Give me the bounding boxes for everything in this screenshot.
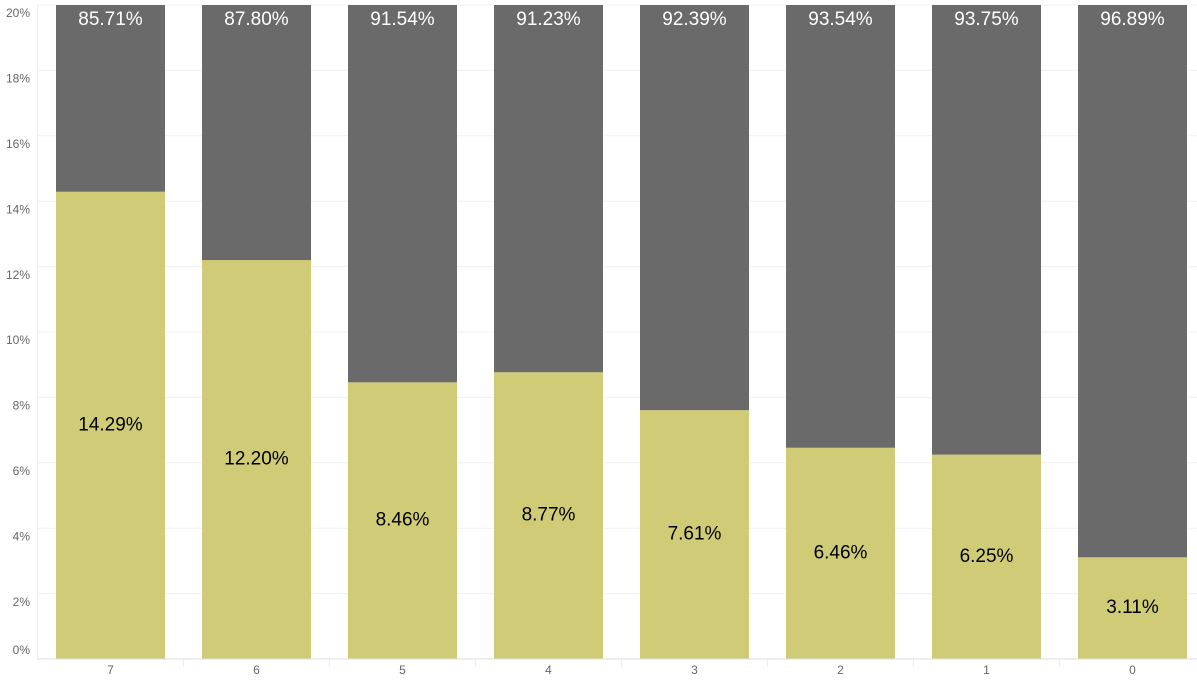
data-label: 8.77%	[522, 505, 576, 526]
bar-segment	[1078, 557, 1187, 659]
data-label: 12.20%	[224, 449, 289, 470]
bar-segment	[348, 382, 457, 659]
data-label: 3.11%	[1106, 597, 1159, 618]
data-label: 87.80%	[224, 9, 289, 30]
bar-segment	[202, 260, 311, 659]
bars	[56, 5, 1187, 659]
bar-segment	[494, 5, 603, 373]
bar-segment	[202, 5, 311, 261]
bar-segment	[786, 5, 895, 448]
x-tick-label: 7	[107, 663, 114, 677]
x-tick-label: 6	[253, 663, 260, 677]
x-tick-label: 1	[983, 663, 990, 677]
bar-segment	[348, 5, 457, 383]
y-tick-label: 0%	[13, 643, 31, 657]
bar-segment	[640, 410, 749, 659]
bar-segment	[640, 5, 749, 411]
bar-segment	[932, 454, 1041, 659]
bar-segment	[1078, 5, 1187, 558]
y-tick-label: 12%	[6, 268, 30, 282]
y-tick-label: 20%	[6, 6, 30, 20]
x-tick-label: 4	[545, 663, 552, 677]
bar-segment	[932, 5, 1041, 455]
data-label: 91.23%	[516, 9, 581, 30]
x-tick-label: 5	[399, 663, 406, 677]
y-tick-label: 2%	[13, 595, 31, 609]
labels: 0% 2% 4% 6% 8% 10% 12% 14% 16% 18% 20% 7 14.29% 85.71…	[6, 6, 1165, 677]
y-tick-label: 16%	[6, 137, 30, 151]
data-label: 6.25%	[960, 546, 1014, 567]
data-label: 92.39%	[662, 9, 727, 30]
y-tick-label: 14%	[6, 202, 30, 216]
data-label: 14.29%	[78, 414, 143, 435]
x-tick-label: 3	[691, 663, 698, 677]
data-label: 93.54%	[808, 9, 873, 30]
data-label: 8.46%	[376, 510, 430, 531]
data-label: 7.61%	[668, 524, 722, 545]
y-tick-label: 8%	[13, 399, 31, 413]
data-label: 91.54%	[370, 9, 435, 30]
y-tick-label: 18%	[6, 72, 30, 86]
x-tick-label: 0	[1129, 663, 1136, 677]
y-tick-label: 6%	[13, 464, 31, 478]
bar-segment	[494, 372, 603, 659]
data-label: 85.71%	[78, 9, 143, 30]
data-label: 93.75%	[954, 9, 1019, 30]
bar-segment	[56, 191, 165, 659]
x-tick-label: 2	[837, 663, 844, 677]
data-label: 6.46%	[814, 542, 868, 563]
data-label: 96.89%	[1100, 9, 1165, 30]
y-tick-label: 10%	[6, 333, 30, 347]
bar-segment	[786, 447, 895, 659]
bar-segment	[56, 5, 165, 192]
y-tick-label: 4%	[13, 529, 31, 543]
